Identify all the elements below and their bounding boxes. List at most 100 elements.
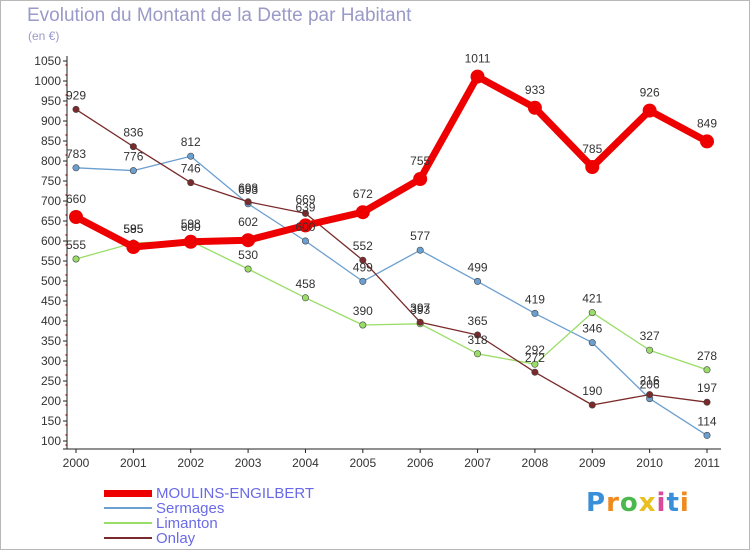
x-tick-label: 2009	[579, 456, 606, 470]
y-tick-label: 300	[41, 354, 61, 368]
data-label: 693	[238, 183, 258, 197]
data-label: 598	[181, 217, 201, 231]
data-label: 783	[66, 147, 86, 161]
data-label: 836	[123, 126, 143, 140]
data-point	[416, 246, 424, 254]
legend-item: Sermages	[104, 500, 364, 517]
data-label: 421	[582, 292, 602, 306]
data-point	[126, 240, 141, 254]
y-tick-label: 850	[41, 134, 61, 148]
x-tick-label: 2006	[407, 456, 434, 470]
y-tick-label: 600	[41, 234, 61, 248]
y-tick-label: 400	[41, 314, 61, 328]
y-tick-label: 550	[41, 254, 61, 268]
data-label: 292	[525, 343, 545, 357]
data-point	[72, 255, 80, 263]
x-tick-label: 2004	[292, 456, 319, 470]
data-point	[359, 321, 367, 329]
data-label: 393	[410, 303, 430, 317]
y-tick-label: 250	[41, 374, 61, 388]
logo-letter: i	[656, 488, 667, 518]
data-point	[531, 309, 539, 317]
data-label: 555	[66, 238, 86, 252]
data-point	[241, 233, 256, 248]
data-point	[588, 309, 596, 317]
data-label: 552	[353, 239, 373, 253]
data-point	[187, 152, 195, 160]
logo-letter: o	[619, 488, 639, 518]
series-line-limanton	[75, 240, 708, 371]
x-tick-label: 2011	[694, 456, 720, 470]
legend-swatch	[104, 522, 152, 524]
data-point	[531, 368, 539, 376]
data-label: 419	[525, 292, 545, 306]
data-point	[703, 431, 711, 439]
logo-letter: r	[606, 488, 620, 518]
data-label: 190	[582, 384, 602, 398]
y-tick-label: 750	[41, 174, 61, 188]
data-label: 698	[238, 181, 258, 195]
data-point	[187, 179, 195, 187]
data-point	[588, 401, 596, 409]
data-label: 785	[582, 142, 602, 156]
data-point	[531, 360, 539, 368]
data-label: 577	[410, 229, 430, 243]
data-label: 278	[697, 349, 717, 363]
data-point	[129, 143, 137, 151]
legend-swatch	[104, 507, 152, 509]
y-tick-label: 150	[41, 414, 61, 428]
legend-item: Limanton	[104, 515, 364, 532]
data-point	[359, 256, 367, 264]
y-tick-label: 950	[41, 94, 61, 108]
data-label: 346	[582, 322, 602, 336]
data-label: 458	[295, 277, 315, 291]
data-point	[474, 331, 482, 339]
data-label: 926	[640, 86, 660, 100]
legend-label: MOULINS-ENGILBERT	[156, 485, 315, 502]
y-tick-label: 200	[41, 394, 61, 408]
series-line-sermages	[75, 155, 708, 436]
data-point	[527, 100, 542, 115]
data-point	[700, 134, 714, 149]
data-point	[244, 198, 252, 206]
data-label: 499	[353, 260, 373, 274]
data-label: 602	[238, 215, 258, 229]
data-label: 639	[295, 200, 315, 214]
y-tick-label: 700	[41, 194, 61, 208]
data-point	[129, 167, 137, 175]
data-label: 660	[66, 192, 86, 206]
data-label: 600	[181, 220, 201, 234]
legend-label: Onlay	[156, 530, 196, 547]
y-tick-label: 100	[41, 434, 61, 448]
data-point	[703, 398, 711, 406]
data-point	[416, 318, 424, 326]
data-label: 600	[295, 220, 315, 234]
x-tick-label: 2003	[235, 456, 262, 470]
logo-letter: x	[638, 488, 657, 518]
data-label: 216	[640, 374, 660, 388]
data-label: 776	[123, 150, 143, 164]
data-point	[301, 209, 309, 217]
data-point	[470, 69, 485, 84]
data-label: 114	[697, 414, 716, 428]
data-label: 272	[525, 351, 545, 365]
data-label: 327	[640, 329, 660, 343]
data-point	[474, 277, 482, 285]
data-point	[646, 346, 654, 354]
data-label: 929	[66, 88, 86, 102]
data-point	[301, 294, 309, 302]
data-label: 746	[181, 162, 201, 176]
data-label: 755	[410, 154, 430, 168]
y-tick-label: 900	[41, 114, 61, 128]
y-tick-label: 1000	[34, 74, 61, 88]
data-point	[183, 234, 198, 249]
y-tick-label: 450	[41, 294, 61, 308]
legend-swatch	[104, 489, 152, 497]
data-label: 585	[123, 222, 143, 236]
data-point	[703, 366, 711, 374]
data-label: 672	[353, 187, 373, 201]
data-point	[72, 164, 80, 172]
y-tick-label: 650	[41, 214, 61, 228]
data-point	[355, 205, 370, 220]
